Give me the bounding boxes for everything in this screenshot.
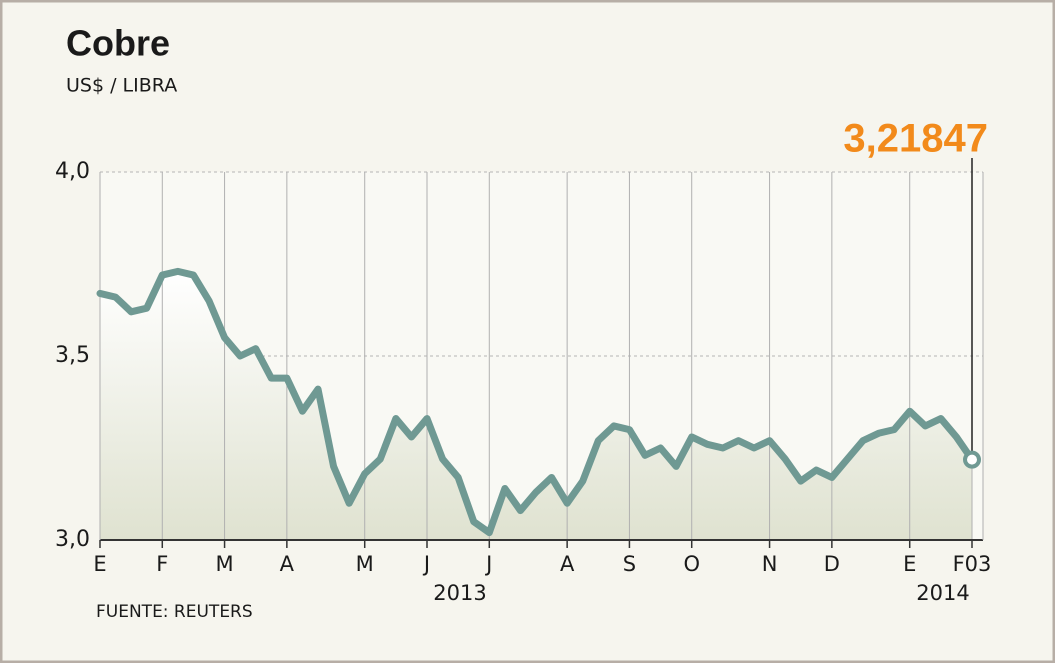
x-tick-label: A — [560, 552, 575, 576]
x-tick-label: M — [356, 552, 374, 576]
x-tick-label: D — [824, 552, 840, 576]
x-tick-label: J — [422, 552, 430, 576]
y-tick-label: 3,5 — [55, 343, 90, 368]
y-tick-label: 3,0 — [55, 527, 90, 552]
x-tick-label: S — [623, 552, 636, 576]
end-marker — [963, 450, 981, 469]
x-tick-label: J — [484, 552, 492, 576]
x-tick-label: M — [216, 552, 234, 576]
chart-title: Cobre — [66, 23, 170, 64]
x-tick-label: F03 — [953, 552, 992, 576]
area — [100, 271, 972, 540]
year-label: 2013 — [433, 581, 486, 605]
year-label: 2014 — [916, 581, 969, 605]
x-tick-label: E — [903, 552, 916, 576]
x-tick-label: E — [93, 552, 106, 576]
y-tick-label: 4,0 — [55, 159, 90, 184]
x-tick-label: F — [156, 552, 168, 576]
chart-subtitle: US$ / LIBRA — [66, 75, 177, 97]
value-label: 3,21847 — [843, 117, 988, 161]
source: FUENTE: REUTERS — [96, 602, 253, 622]
x-tick-label: N — [762, 552, 778, 576]
x-tick-label: A — [280, 552, 295, 576]
price-line — [96, 267, 976, 537]
x-tick-label: O — [683, 552, 700, 576]
